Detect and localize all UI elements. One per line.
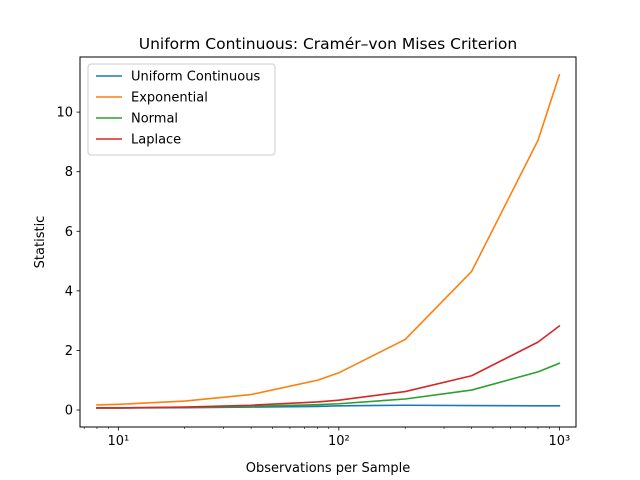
x-tick-label: 10³ <box>548 434 570 449</box>
y-tick-label: 0 <box>65 404 73 419</box>
series-line-exponential <box>96 73 561 406</box>
x-axis-label: Observations per Sample <box>246 461 411 476</box>
axes-frame <box>79 56 577 428</box>
legend-label-laplace: Laplace <box>131 133 181 148</box>
legend-label-uniform-continuous: Uniform Continuous <box>131 70 260 85</box>
legend: Uniform Continuous Exponential Normal Lapla… <box>87 63 276 156</box>
x-axis-ticks: 10¹ 10² 10³ <box>83 427 570 449</box>
plot-lines <box>96 73 561 409</box>
y-axis-label: Statistic <box>33 216 48 269</box>
series-line-laplace <box>96 324 561 409</box>
y-tick-label: 6 <box>65 225 73 240</box>
legend-box <box>87 63 276 156</box>
y-tick-label: 8 <box>65 165 73 180</box>
legend-label-normal: Normal <box>131 112 178 127</box>
y-axis-ticks: 0 2 4 6 8 10 <box>56 106 80 419</box>
x-tick-label: 10² <box>328 434 350 449</box>
chart-title: Uniform Continuous: Cramér–von Mises Cri… <box>139 35 518 53</box>
y-tick-label: 10 <box>56 106 73 121</box>
x-tick-label: 10¹ <box>107 434 129 449</box>
y-tick-label: 4 <box>65 284 73 299</box>
y-tick-label: 2 <box>65 344 73 359</box>
legend-label-exponential: Exponential <box>131 91 208 106</box>
